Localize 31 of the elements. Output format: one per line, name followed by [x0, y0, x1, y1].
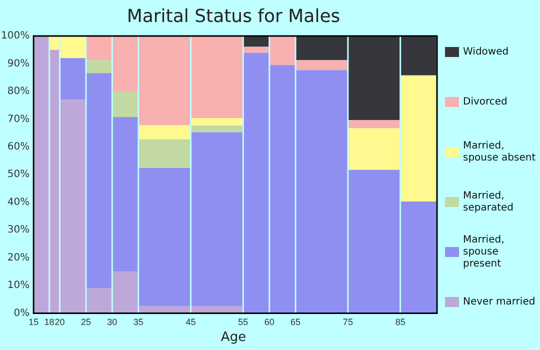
- y-tick-label: 20%: [7, 252, 30, 264]
- x-tick-label: 55: [238, 317, 248, 328]
- x-tick-label: 30: [107, 317, 118, 328]
- x-tick-label: 85: [395, 317, 406, 328]
- y-tick-label: 100%: [0, 30, 30, 42]
- chart-title: Marital Status for Males: [126, 6, 342, 27]
- x-tick-label: 60: [264, 317, 274, 328]
- y-tick-label: 80%: [7, 86, 30, 98]
- legend-label: Divorced: [463, 96, 508, 108]
- y-tick-label: 10%: [7, 280, 30, 292]
- x-tick-label: 25: [80, 317, 91, 328]
- y-tick-label: 70%: [7, 114, 30, 125]
- y-tick-label: 50%: [7, 169, 30, 180]
- x-axis-title: Age: [220, 330, 248, 345]
- x-tick-label: 45: [186, 317, 196, 328]
- x-tick-label: 18: [44, 317, 54, 328]
- x-tick-label: 15: [28, 317, 39, 328]
- legend-label: Married, spouse present: [463, 234, 504, 270]
- legend-label: Never married: [463, 296, 536, 308]
- x-tick-label: 75: [342, 317, 353, 328]
- y-tick-label: 30%: [7, 224, 30, 236]
- y-tick-label: 60%: [7, 141, 30, 152]
- x-tick-label: 20: [54, 317, 65, 328]
- y-tick-label: 90%: [7, 58, 30, 70]
- x-tick-label: 35: [133, 317, 144, 328]
- legend-label: Widowed: [463, 46, 509, 58]
- legend-label: Married, separated: [463, 190, 514, 214]
- y-tick-label: 0%: [14, 308, 30, 319]
- x-tick-label: 65: [290, 317, 301, 328]
- legend-label: Married, spouse absent: [463, 140, 536, 164]
- y-tick-label: 40%: [7, 196, 30, 208]
